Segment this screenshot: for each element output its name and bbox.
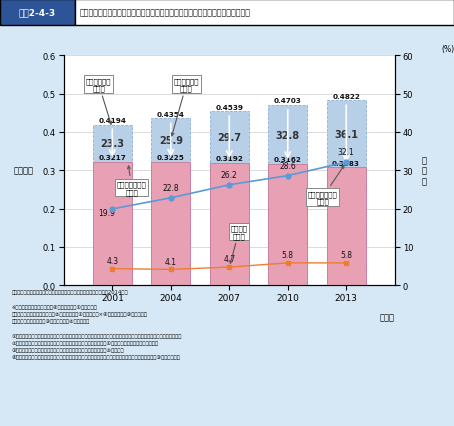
Text: 等価当初所得
の格差: 等価当初所得 の格差 [86, 78, 112, 125]
Bar [93, 163, 132, 285]
Text: 資料：厚生労働省政策統括官付政策評価官室　「所得再分配調査」（2014年）

※再分配による改善度＝１－④のジニ係数／①のジニ係数
　社会保険による改善度＝１－: 資料：厚生労働省政策統括官付政策評価官室 「所得再分配調査」（2014年） ※再… [11, 290, 182, 359]
Y-axis label: ジニ係数: ジニ係数 [13, 166, 33, 176]
Text: （年）: （年） [380, 313, 395, 322]
Bar [151, 119, 190, 285]
Text: 4.1: 4.1 [165, 257, 177, 266]
Text: 26.2: 26.2 [221, 171, 237, 180]
Text: 再分配による
改善度: 再分配による 改善度 [171, 78, 199, 136]
Text: 5.8: 5.8 [282, 250, 294, 259]
Text: 32.8: 32.8 [276, 130, 300, 140]
Text: 所得再分配による等価所得の格差（ジニ係数）是正効果（税・社会保障別）推移: 所得再分配による等価所得の格差（ジニ係数）是正効果（税・社会保障別）推移 [79, 9, 251, 18]
Text: 0.3083: 0.3083 [331, 160, 359, 166]
Text: 5.8: 5.8 [340, 250, 352, 259]
Text: 等価再分配所得
の格差: 等価再分配所得 の格差 [117, 167, 147, 195]
Text: 36.1: 36.1 [334, 130, 358, 139]
Text: 28.6: 28.6 [279, 161, 296, 170]
Text: 25.9: 25.9 [159, 135, 183, 146]
Text: 0.3225: 0.3225 [157, 155, 185, 161]
Text: 0.4822: 0.4822 [332, 94, 360, 100]
Bar [210, 112, 249, 285]
Text: 4.7: 4.7 [223, 255, 235, 264]
Text: 図表2-4-3: 図表2-4-3 [19, 9, 56, 18]
Text: 0.3162: 0.3162 [274, 157, 302, 163]
Text: 税による
改善度: 税による 改善度 [230, 225, 247, 264]
FancyBboxPatch shape [0, 0, 75, 26]
Bar [327, 101, 366, 285]
Text: 4.3: 4.3 [106, 256, 118, 265]
Bar [327, 168, 366, 285]
Text: 0.4703: 0.4703 [274, 98, 301, 104]
Text: 22.8: 22.8 [163, 184, 179, 193]
Text: 32.1: 32.1 [338, 148, 355, 157]
Text: 29.7: 29.7 [217, 133, 241, 143]
Bar [93, 125, 132, 285]
Bar [268, 164, 307, 285]
Text: 社会保障による
改善度: 社会保障による 改善度 [308, 166, 344, 204]
Text: 23.3: 23.3 [100, 139, 124, 149]
Text: 0.4539: 0.4539 [215, 104, 243, 110]
Text: 0.4194: 0.4194 [99, 118, 126, 124]
Text: 19.9: 19.9 [98, 208, 115, 217]
Bar [268, 106, 307, 285]
Y-axis label: 改
善
度: 改 善 度 [422, 156, 427, 186]
Text: 0.3192: 0.3192 [215, 156, 243, 162]
Bar [151, 162, 190, 285]
Bar [210, 164, 249, 285]
Text: 0.3217: 0.3217 [99, 155, 126, 161]
FancyBboxPatch shape [75, 0, 454, 26]
Text: 0.4354: 0.4354 [157, 112, 185, 118]
Text: (%): (%) [441, 45, 454, 54]
